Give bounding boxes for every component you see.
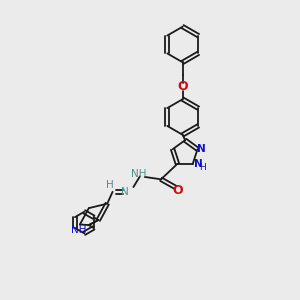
- Text: N: N: [121, 187, 128, 197]
- Text: O: O: [173, 184, 183, 196]
- Text: O: O: [177, 80, 188, 93]
- Text: NH: NH: [71, 225, 86, 235]
- Text: NH: NH: [131, 169, 146, 179]
- Text: H: H: [199, 163, 206, 172]
- Text: N: N: [194, 159, 203, 169]
- Text: H: H: [106, 180, 113, 190]
- Text: N: N: [197, 144, 206, 154]
